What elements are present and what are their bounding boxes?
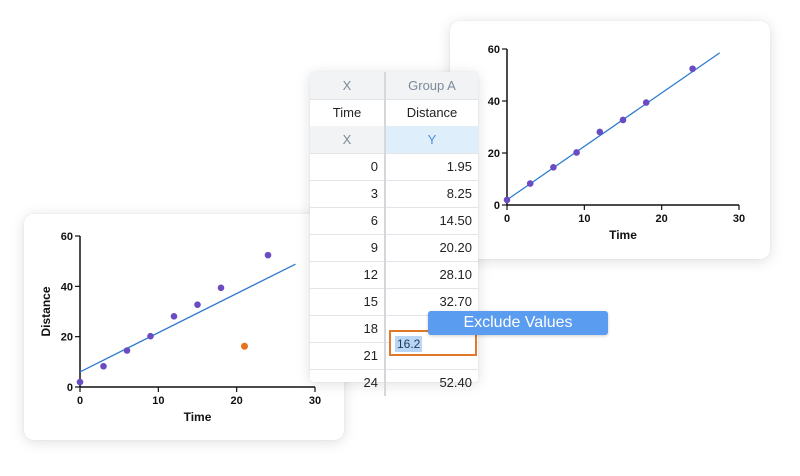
y-tick-label: 60 bbox=[61, 231, 73, 243]
y-tick-label: 40 bbox=[488, 96, 500, 108]
x-cell[interactable]: 21 bbox=[310, 342, 386, 369]
table-row: 6 14.50 bbox=[310, 207, 478, 235]
y-tick-label: 20 bbox=[61, 332, 73, 344]
x-cell[interactable]: 0 bbox=[310, 153, 386, 180]
y-tick-label: 60 bbox=[488, 44, 500, 56]
x-tick-label: 20 bbox=[656, 213, 668, 225]
data-point bbox=[550, 164, 557, 171]
excluded-point bbox=[241, 342, 248, 350]
table-row: 3 8.25 bbox=[310, 180, 478, 208]
data-point bbox=[264, 251, 272, 259]
data-point bbox=[503, 196, 511, 204]
y-subcolumn-header[interactable]: Y bbox=[386, 126, 478, 153]
x-cell[interactable]: 3 bbox=[310, 180, 386, 207]
y-cell[interactable]: 28.10 bbox=[439, 267, 472, 282]
table-row: 21 bbox=[310, 342, 478, 370]
left-scatter-chart: 0 10 20 30 0 20 40 60 Time Distance bbox=[39, 231, 321, 424]
y-tick-label: 0 bbox=[67, 382, 73, 394]
table-row: 0 1.95 bbox=[310, 153, 478, 181]
data-point bbox=[194, 301, 201, 309]
data-table-card: X Group A Time Distance X Y 0 1.95 3 8.25 6 1… bbox=[310, 72, 478, 396]
data-point bbox=[170, 312, 178, 320]
y-cell[interactable]: 52.40 bbox=[439, 375, 472, 390]
y-title-cell[interactable]: Distance bbox=[406, 105, 458, 120]
data-point bbox=[596, 128, 604, 136]
x-cell[interactable]: 18 bbox=[310, 315, 386, 342]
y-cell[interactable]: 8.25 bbox=[446, 186, 472, 201]
table-row: 24 52.40 bbox=[310, 369, 478, 396]
data-point bbox=[619, 116, 627, 124]
x-title-cell[interactable]: Time bbox=[310, 99, 386, 126]
x-axis-title: Time bbox=[609, 228, 637, 242]
y-cell[interactable]: 1.95 bbox=[446, 159, 472, 174]
right-chart-card: 0 10 20 30 0 20 40 60 Time bbox=[450, 21, 770, 259]
x-tick-label: 0 bbox=[504, 213, 510, 225]
y-axis-title: Distance bbox=[39, 286, 53, 336]
data-point bbox=[689, 65, 696, 73]
y-tick-label: 40 bbox=[61, 281, 73, 293]
x-tick-label: 10 bbox=[578, 213, 590, 225]
x-cell[interactable]: 15 bbox=[310, 288, 386, 315]
y-cell[interactable]: 14.50 bbox=[439, 213, 472, 228]
table-header-row-3: X Y bbox=[310, 126, 478, 154]
x-cell[interactable]: 9 bbox=[310, 234, 386, 261]
fit-line bbox=[79, 263, 296, 373]
x-tick-label: 20 bbox=[231, 395, 243, 407]
data-point bbox=[217, 284, 225, 292]
table-row: 15 32.70 bbox=[310, 288, 478, 316]
y-tick-label: 20 bbox=[488, 148, 500, 160]
table-row: 12 28.10 bbox=[310, 261, 478, 289]
column-group-header[interactable]: Group A bbox=[386, 72, 478, 99]
x-tick-label: 30 bbox=[309, 395, 321, 407]
left-chart-card: 0 10 20 30 0 20 40 60 Time Distance bbox=[24, 214, 344, 440]
x-cell[interactable]: 6 bbox=[310, 207, 386, 234]
data-point bbox=[76, 378, 84, 386]
x-subcolumn-header[interactable]: X bbox=[310, 126, 386, 153]
exclude-values-button[interactable]: Exclude Values bbox=[428, 311, 608, 335]
table-header-row-2: Time Distance bbox=[310, 99, 478, 127]
table-row: 9 20.20 bbox=[310, 234, 478, 262]
data-point bbox=[573, 149, 580, 156]
data-point bbox=[123, 347, 131, 354]
right-scatter-chart: 0 10 20 30 0 20 40 60 Time bbox=[488, 44, 745, 242]
data-point bbox=[147, 332, 154, 340]
x-cell[interactable]: 24 bbox=[310, 369, 386, 396]
table-header-row-1: X Group A bbox=[310, 72, 478, 100]
y-cell[interactable]: 20.20 bbox=[439, 240, 472, 255]
data-point bbox=[642, 99, 650, 106]
fit-line bbox=[506, 52, 721, 201]
column-x-header[interactable]: X bbox=[310, 72, 386, 99]
y-cell[interactable]: 32.70 bbox=[439, 294, 472, 309]
y-tick-label: 0 bbox=[494, 200, 500, 212]
x-cell[interactable]: 12 bbox=[310, 261, 386, 288]
x-tick-label: 30 bbox=[733, 213, 745, 225]
editing-value[interactable]: 16.2 bbox=[395, 336, 423, 352]
x-tick-label: 10 bbox=[152, 395, 164, 407]
x-axis-title: Time bbox=[184, 410, 212, 424]
data-point bbox=[526, 180, 534, 187]
data-point bbox=[100, 362, 107, 370]
x-tick-label: 0 bbox=[77, 395, 83, 407]
